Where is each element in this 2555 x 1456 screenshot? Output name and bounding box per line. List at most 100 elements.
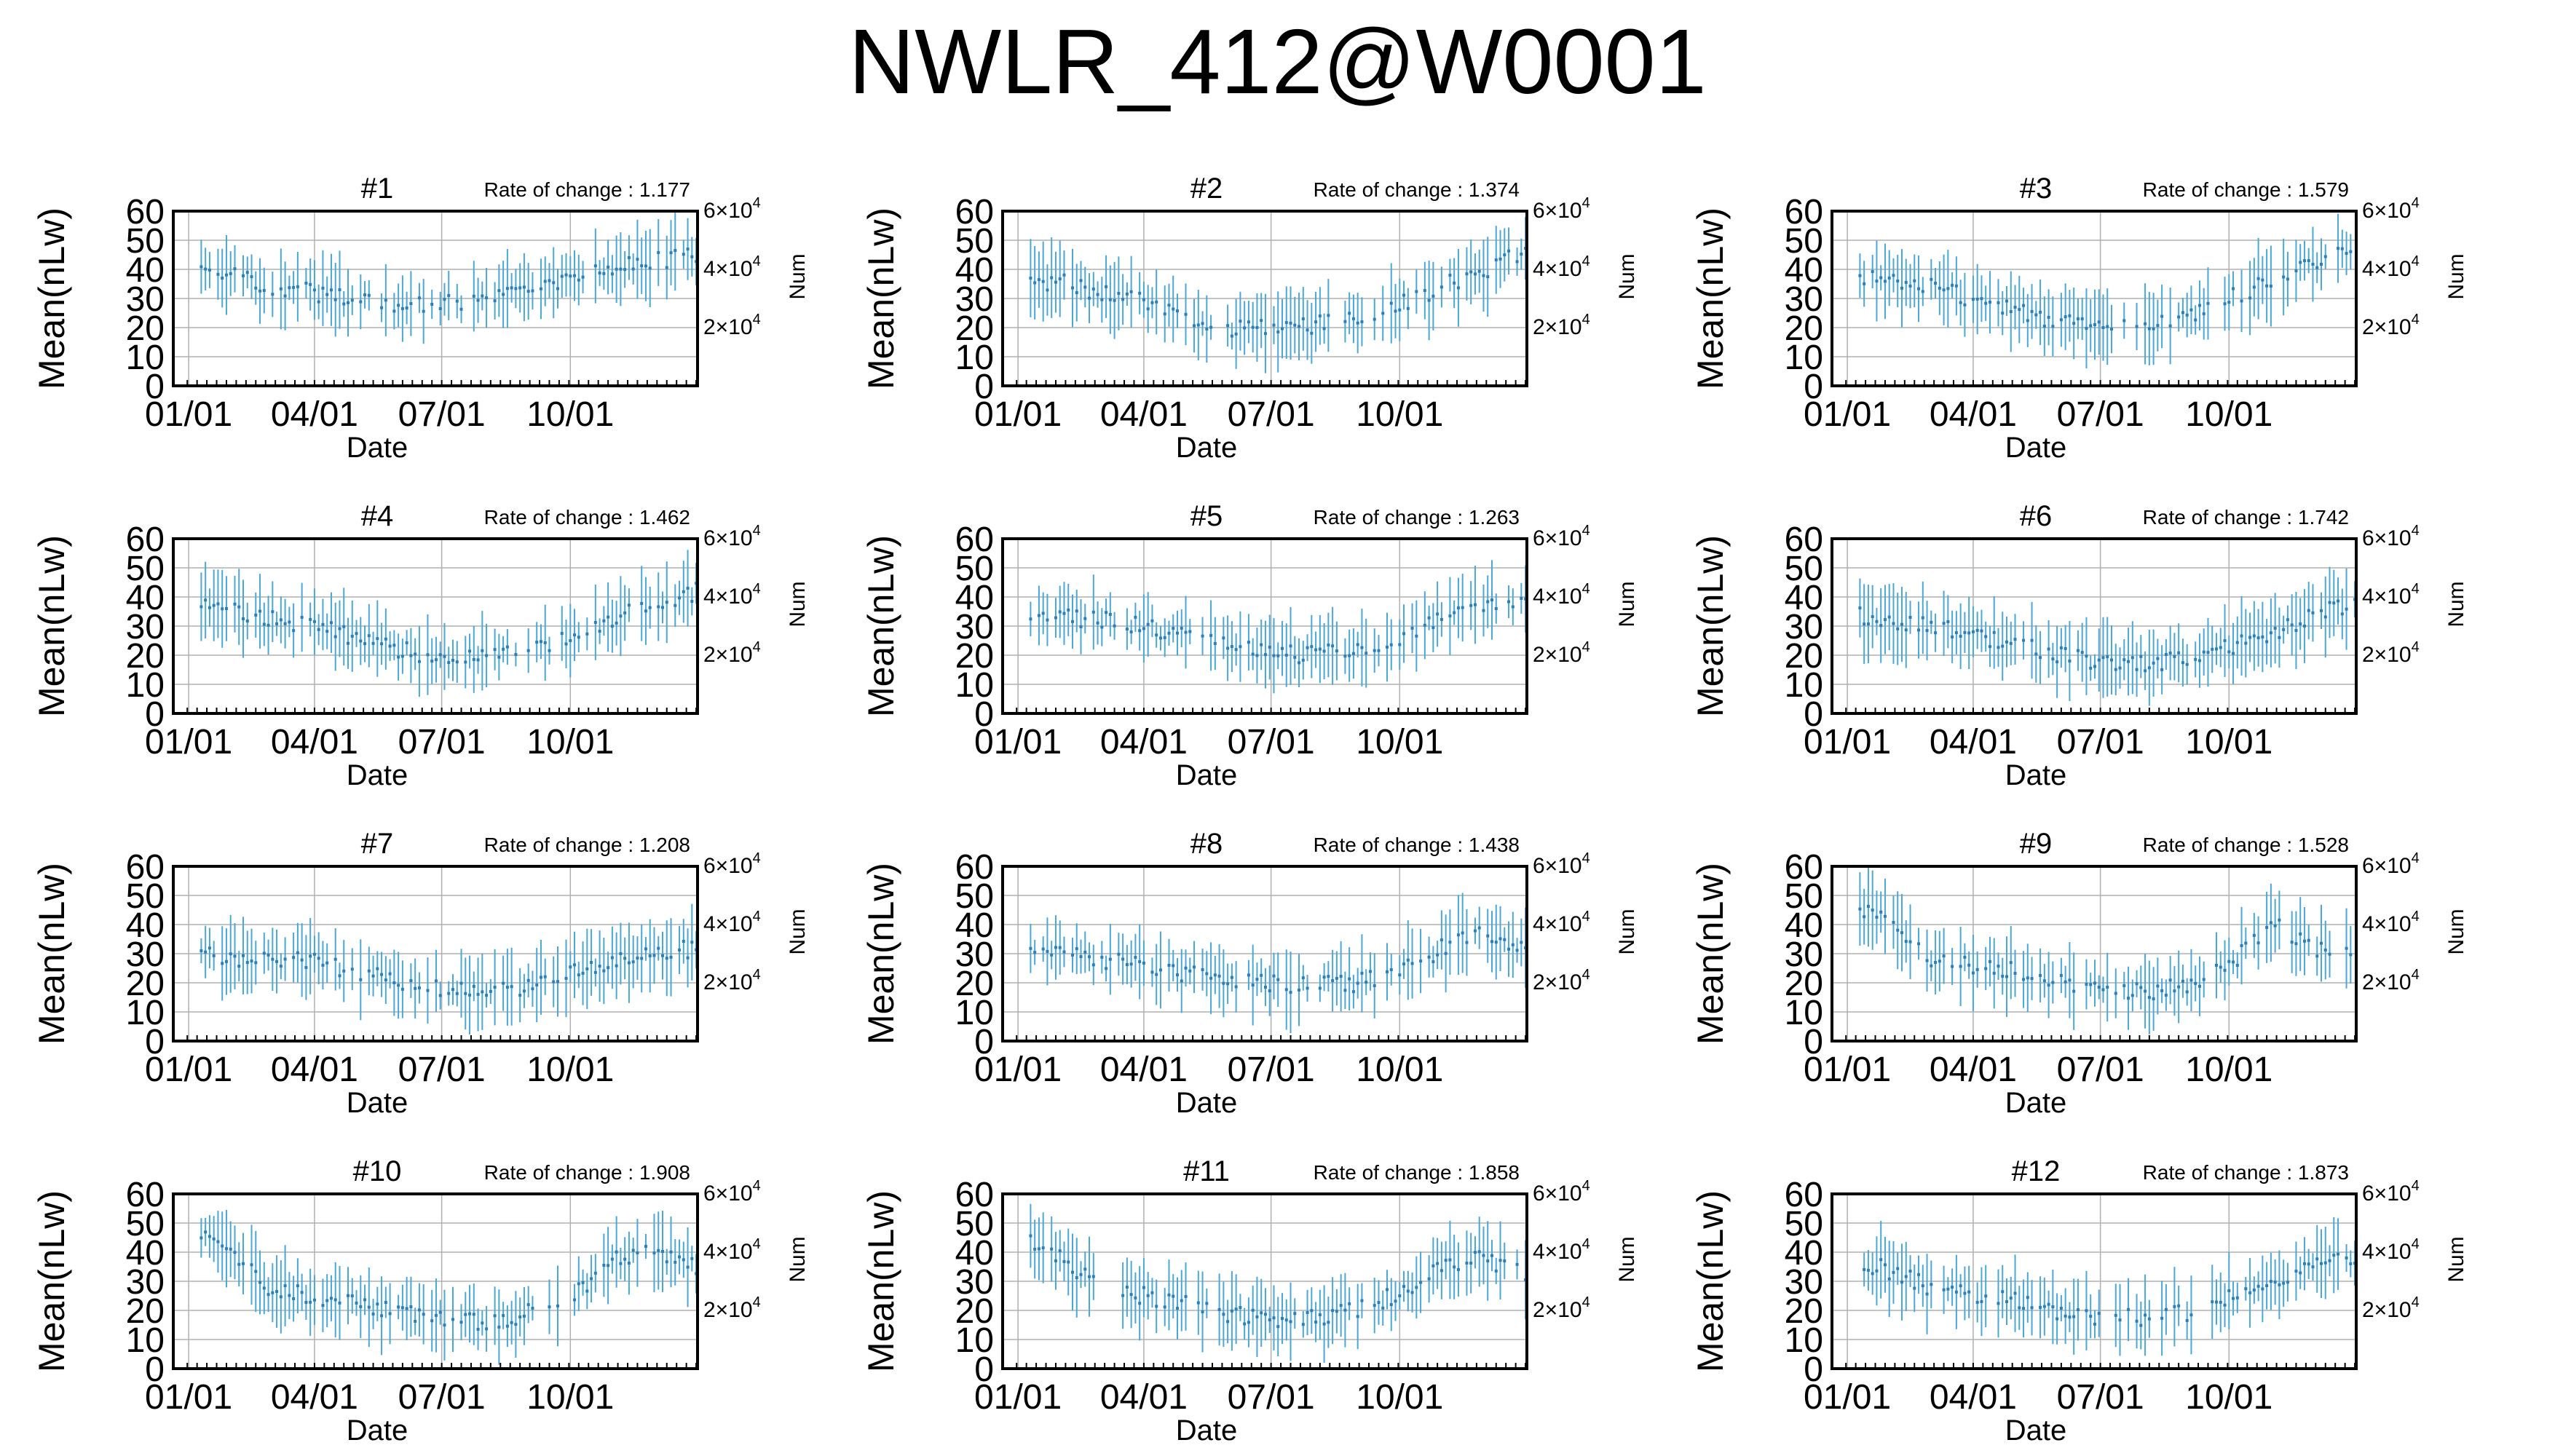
data-point xyxy=(2056,660,2059,664)
data-point xyxy=(1967,631,1971,635)
data-point xyxy=(2034,652,2038,656)
data-point xyxy=(1440,1269,1443,1273)
data-point xyxy=(539,640,542,644)
data-point xyxy=(2042,1305,2046,1308)
data-point xyxy=(682,939,685,943)
data-point xyxy=(652,954,656,957)
data-point xyxy=(1469,270,1473,274)
data-point xyxy=(1381,1306,1385,1310)
data-point xyxy=(2131,656,2134,660)
y-tick-label: 30 xyxy=(955,1263,994,1302)
data-point xyxy=(1318,647,1322,651)
data-point xyxy=(1440,938,1443,942)
data-point xyxy=(1276,654,1280,657)
data-point xyxy=(531,289,534,293)
y2-tick-label: 6×104 xyxy=(703,523,761,550)
data-point xyxy=(644,264,647,268)
data-point xyxy=(493,986,497,989)
data-point xyxy=(2039,656,2042,660)
data-point xyxy=(1172,964,1175,968)
data-point xyxy=(2030,977,2034,981)
data-point xyxy=(1448,941,1452,944)
data-point xyxy=(2345,252,2348,256)
data-point xyxy=(1938,960,1941,963)
x-tick-label: 01/01 xyxy=(974,1051,1062,1089)
data-point xyxy=(2022,978,2026,981)
data-point xyxy=(1511,943,1515,946)
data-point xyxy=(1129,630,1133,634)
data-point xyxy=(1942,622,1946,625)
data-point xyxy=(1883,914,1887,918)
data-point xyxy=(1415,1286,1418,1289)
plot-frame xyxy=(172,210,699,387)
data-point xyxy=(388,644,392,648)
y2-tick-label: 4×104 xyxy=(2362,1236,2420,1264)
data-point xyxy=(1260,319,1263,323)
data-point xyxy=(556,980,559,984)
data-point xyxy=(2139,654,2143,658)
data-point xyxy=(1963,955,1967,959)
data-point xyxy=(497,655,501,659)
data-point xyxy=(2013,638,2017,641)
y-tick-label: 10 xyxy=(955,339,994,377)
data-point xyxy=(275,622,279,625)
data-point xyxy=(2177,651,2181,654)
data-point xyxy=(2127,997,2131,1000)
x-axis-label: Date xyxy=(1176,432,1238,464)
data-point xyxy=(1083,285,1087,289)
data-point xyxy=(2068,978,2072,982)
data-point xyxy=(430,660,434,663)
data-point xyxy=(1942,1288,1946,1291)
data-point xyxy=(2320,609,2323,612)
data-point xyxy=(2106,985,2109,989)
data-point xyxy=(1967,1290,1971,1294)
y2-axis-label: Num xyxy=(786,1236,810,1282)
data-point xyxy=(623,268,627,272)
data-point xyxy=(266,1293,270,1297)
data-point xyxy=(262,289,266,293)
data-point xyxy=(1079,279,1083,282)
data-point xyxy=(543,975,547,978)
y-tick-label: 20 xyxy=(126,637,165,676)
y2-tick-label: 2×104 xyxy=(703,967,761,994)
data-point xyxy=(648,266,652,270)
data-point xyxy=(245,620,249,623)
data-point xyxy=(1184,1294,1188,1298)
data-point xyxy=(1163,636,1166,639)
data-point xyxy=(2085,1309,2088,1313)
y-tick-label: 0 xyxy=(145,695,165,734)
data-point xyxy=(1062,273,1066,277)
data-point xyxy=(2160,1316,2164,1320)
data-point xyxy=(258,609,262,613)
data-point xyxy=(1251,652,1255,656)
y2-tick-label: 2×104 xyxy=(703,639,761,667)
data-point xyxy=(2211,1300,2214,1304)
data-point xyxy=(1096,621,1099,625)
plot-frame xyxy=(1001,537,1528,715)
data-point xyxy=(1879,624,1883,628)
data-point xyxy=(2076,649,2080,652)
data-point xyxy=(1360,1299,1364,1302)
data-point xyxy=(1507,947,1511,951)
data-point xyxy=(619,1262,623,1265)
y-axis-label: Mean(nLw) xyxy=(861,1190,901,1372)
data-point xyxy=(1301,658,1305,662)
data-point xyxy=(347,301,350,304)
data-point xyxy=(221,607,224,611)
data-point xyxy=(2152,997,2155,1001)
data-point xyxy=(1398,973,1402,977)
data-point xyxy=(417,296,421,300)
data-point xyxy=(414,1320,417,1324)
data-point xyxy=(2089,666,2093,670)
data-point xyxy=(543,641,547,644)
y2-tick-label: 6×104 xyxy=(703,1178,761,1206)
data-point xyxy=(1234,648,1238,652)
data-point xyxy=(1108,612,1112,616)
data-point xyxy=(417,1308,421,1312)
data-point xyxy=(371,974,375,978)
data-point xyxy=(279,965,283,968)
data-point xyxy=(514,1323,518,1326)
data-point xyxy=(292,285,296,289)
data-point xyxy=(1314,320,1318,324)
